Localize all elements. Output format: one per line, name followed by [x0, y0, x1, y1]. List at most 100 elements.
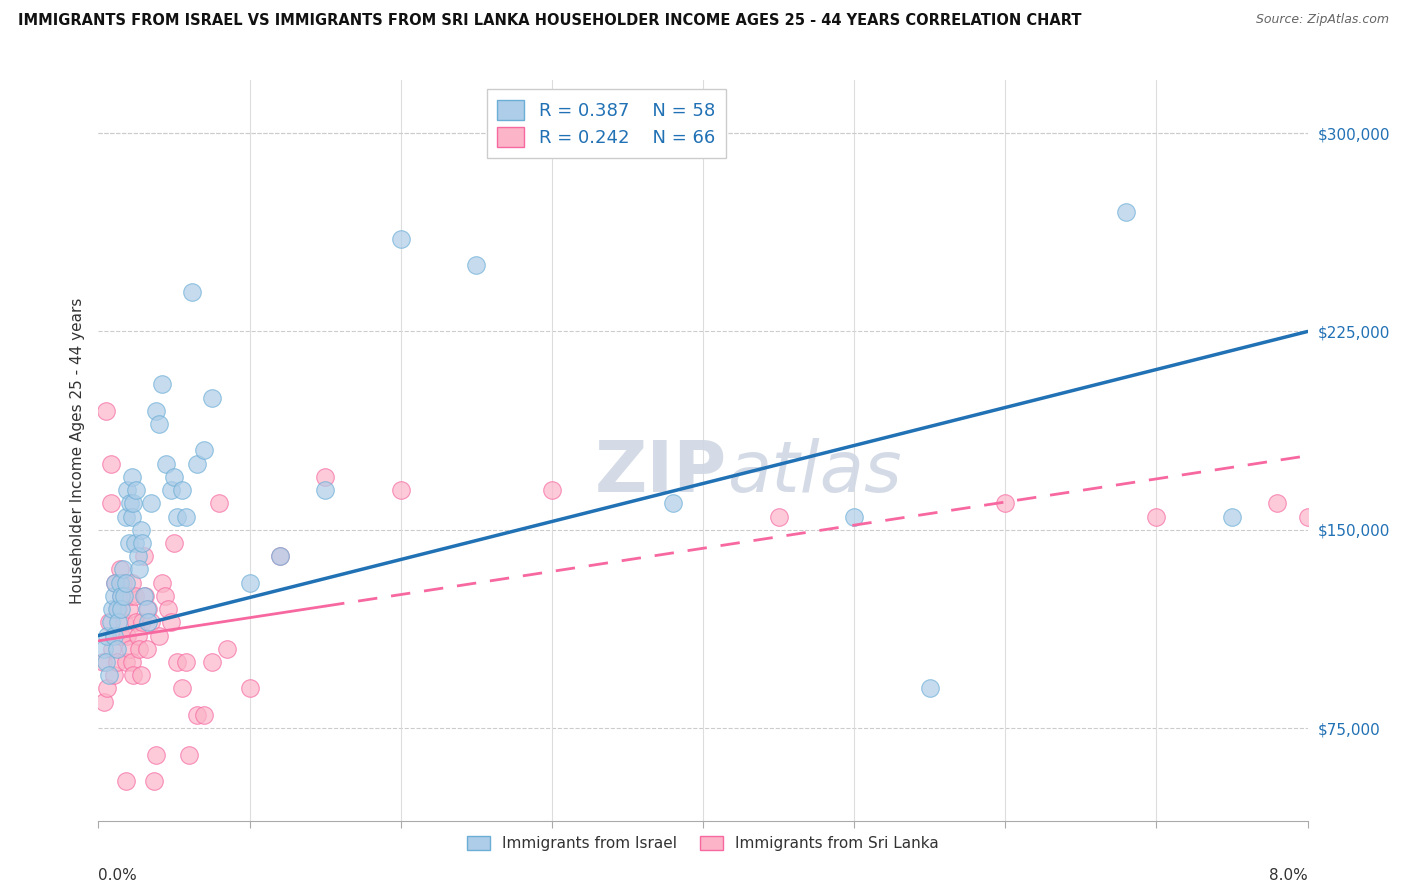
Point	[115, 483, 138, 497]
Point	[93, 641, 115, 656]
Point	[141, 615, 163, 630]
Point	[110, 589, 132, 603]
Point	[174, 655, 197, 669]
Point	[145, 747, 167, 762]
Point	[1267, 496, 1289, 510]
Point	[160, 615, 183, 630]
Point	[122, 496, 145, 510]
Point	[163, 470, 186, 484]
Point	[128, 641, 150, 656]
Point	[104, 575, 127, 590]
Point	[269, 549, 291, 564]
Point	[120, 641, 142, 656]
Point	[127, 549, 149, 564]
Point	[94, 655, 117, 669]
Point	[105, 602, 128, 616]
Point	[124, 536, 146, 550]
Point	[389, 232, 412, 246]
Point	[100, 615, 122, 630]
Point	[150, 377, 173, 392]
Point	[136, 602, 159, 616]
Point	[100, 496, 122, 510]
Point	[111, 575, 134, 590]
Point	[122, 668, 145, 682]
Point	[540, 483, 562, 497]
Point	[156, 602, 179, 616]
Point	[112, 615, 135, 630]
Point	[105, 641, 128, 656]
Point	[1115, 205, 1137, 219]
Point	[107, 615, 129, 630]
Point	[101, 602, 124, 616]
Point	[135, 602, 157, 616]
Point	[170, 483, 193, 497]
Point	[186, 707, 208, 722]
Point	[181, 285, 204, 299]
Point	[193, 443, 215, 458]
Point	[124, 589, 146, 603]
Point	[153, 589, 176, 603]
Point	[98, 668, 121, 682]
Point	[110, 602, 132, 616]
Point	[163, 536, 186, 550]
Point	[844, 509, 866, 524]
Point	[166, 509, 188, 524]
Point	[103, 668, 125, 682]
Point	[128, 562, 150, 576]
Point	[994, 496, 1017, 510]
Point	[239, 575, 262, 590]
Point	[111, 562, 134, 576]
Point	[110, 589, 132, 603]
Point	[661, 496, 683, 510]
Point	[465, 259, 488, 273]
Point	[94, 404, 117, 418]
Point	[114, 575, 136, 590]
Point	[131, 615, 153, 630]
Point	[125, 483, 148, 497]
Point	[193, 707, 215, 722]
Point	[96, 629, 118, 643]
Point	[1146, 509, 1168, 524]
Point	[135, 641, 157, 656]
Text: ZIP: ZIP	[595, 438, 727, 508]
Point	[170, 681, 193, 696]
Text: 0.0%: 0.0%	[98, 868, 138, 883]
Point	[114, 509, 136, 524]
Point	[132, 549, 155, 564]
Point	[104, 575, 127, 590]
Legend: Immigrants from Israel, Immigrants from Sri Lanka: Immigrants from Israel, Immigrants from …	[461, 830, 945, 857]
Point	[166, 655, 188, 669]
Point	[155, 457, 177, 471]
Point	[108, 562, 131, 576]
Point	[1296, 509, 1319, 524]
Point	[239, 681, 262, 696]
Point	[179, 747, 201, 762]
Point	[103, 629, 125, 643]
Point	[131, 536, 153, 550]
Point	[136, 615, 159, 630]
Point	[314, 483, 336, 497]
Point	[91, 655, 114, 669]
Point	[114, 655, 136, 669]
Point	[96, 681, 118, 696]
Point	[201, 655, 224, 669]
Point	[1220, 509, 1243, 524]
Text: Source: ZipAtlas.com: Source: ZipAtlas.com	[1256, 13, 1389, 27]
Point	[768, 509, 790, 524]
Point	[98, 615, 121, 630]
Point	[174, 509, 197, 524]
Point	[101, 641, 124, 656]
Point	[121, 575, 143, 590]
Point	[132, 589, 155, 603]
Point	[93, 695, 115, 709]
Point	[143, 774, 166, 789]
Point	[127, 629, 149, 643]
Point	[118, 536, 141, 550]
Point	[114, 774, 136, 789]
Point	[1327, 470, 1350, 484]
Point	[120, 496, 142, 510]
Point	[134, 589, 156, 603]
Point	[186, 457, 208, 471]
Point	[201, 391, 224, 405]
Point	[269, 549, 291, 564]
